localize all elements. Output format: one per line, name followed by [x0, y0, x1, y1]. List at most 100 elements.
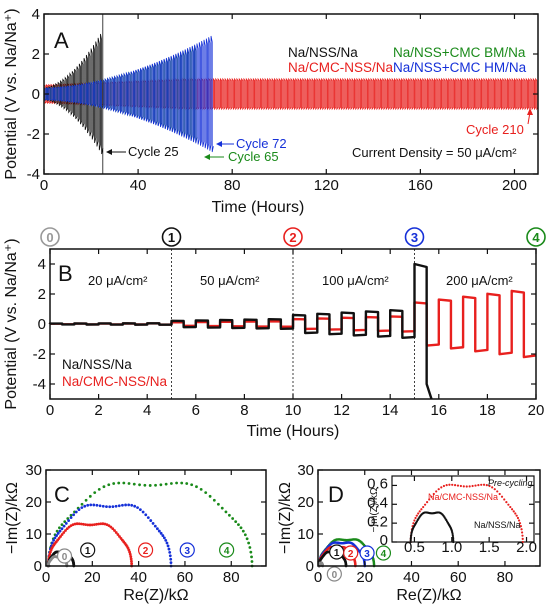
- panel-c-frame: [45, 469, 267, 567]
- trace-inset-na-cmc-nss-na-point: [471, 484, 474, 488]
- trace-c-4-point: [97, 487, 101, 491]
- trace-c-3-point: [62, 524, 66, 528]
- trace-c-4-point: [112, 482, 116, 485]
- panel-b-ylabel: Potential (V vs. Na/Na⁺): [3, 238, 20, 409]
- trace-inset-na-cmc-nss-na-point: [453, 484, 457, 487]
- state-marker-3: [179, 542, 195, 558]
- trace-c-3-point: [89, 503, 93, 507]
- state-marker-3: [404, 227, 425, 247]
- trace-c-3-point: [149, 519, 153, 522]
- trace-inset-na-cmc-nss-na-point: [505, 501, 508, 504]
- trace-inset-na-nss-na-point: [451, 534, 454, 537]
- trace-c-2-point: [129, 555, 133, 558]
- trace-c-3-point: [92, 503, 96, 507]
- trace-c-3-point: [64, 522, 68, 525]
- legend-b-na-nss: Na/NSS/Na: [62, 357, 132, 372]
- trace-inset-na-cmc-nss-na-point: [437, 488, 440, 491]
- inset-traces: [409, 483, 524, 544]
- trace-c-2-point: [116, 533, 120, 536]
- trace-inset-na-cmc-nss-na-point: [428, 498, 431, 501]
- trace-c-3-point: [165, 541, 169, 545]
- trace-c-4-point: [231, 517, 235, 520]
- trace-c-3-point: [153, 524, 157, 528]
- trace-inset-na-cmc-nss-na-point: [480, 483, 483, 486]
- inset-ytick-label: 0.6: [367, 476, 388, 493]
- trace-inset-na-cmc-nss-na-point: [412, 522, 415, 525]
- annotation-current-density: Current Density = 50 μA/cm²: [352, 145, 517, 160]
- trace-c-2-point: [128, 550, 132, 554]
- trace-inset-na-cmc-nss-na-point: [426, 501, 429, 504]
- svg-text:Cycle 25: Cycle 25: [128, 144, 179, 159]
- panel-c: 0 1 2 3 4 0 20 40 60 80 0 10 20 30 C Re(Z)/kΩ −Im(Z)…: [4, 462, 267, 604]
- panel-b-xtick-label: 14: [382, 402, 399, 419]
- trace-c-3-point: [52, 538, 56, 542]
- panel-b-xtick-label: 12: [333, 402, 350, 419]
- panel-b-xtick-label: 16: [430, 402, 447, 419]
- trace-inset-na-cmc-nss-na-point: [420, 508, 423, 511]
- trace-c-3-point: [169, 557, 173, 561]
- trace-c-3-point: [121, 503, 124, 507]
- state-marker-0: [326, 566, 342, 582]
- inset-legend-cmc: Na/CMC-NSS/Na: [428, 492, 498, 502]
- panel-b-xtick-label: 18: [479, 402, 496, 419]
- trace-inset-na-cmc-nss-na-point: [520, 528, 523, 531]
- inset-xtick-label: 1.0: [441, 539, 462, 556]
- panel-a-xtick-label: 120: [314, 177, 339, 194]
- trace-c-4-point: [122, 481, 126, 485]
- panel-a-ytick-label: -2: [27, 126, 40, 143]
- state-marker-label-3: 3: [184, 546, 190, 557]
- trace-inset-na-cmc-nss-na-point: [442, 484, 446, 488]
- trace-inset-na-nss-na-point: [409, 539, 412, 542]
- trace-inset-na-cmc-nss-na-point: [488, 484, 491, 488]
- state-marker-1: [161, 227, 182, 247]
- trace-inset-na-cmc-nss-na-point: [462, 485, 465, 488]
- trace-c-2-point: [77, 522, 81, 526]
- trace-inset-na-cmc-nss-na-point: [418, 510, 421, 513]
- trace-inset-na-cmc-nss-na-point: [440, 486, 443, 489]
- trace-inset-na-cmc-nss-na-point: [507, 503, 510, 506]
- panel-a-ticks: 0 40 80 120 160 200 -4 -2 0 2 4: [27, 6, 538, 194]
- trace-c-2-point: [95, 522, 98, 526]
- panel-b-ytick-label: 4: [38, 256, 46, 273]
- trace-c-4-point: [234, 520, 238, 524]
- trace-c-2-point: [59, 535, 62, 538]
- trace-c-2-point: [118, 535, 121, 538]
- trace-inset-na-cmc-nss-na-point: [521, 537, 524, 540]
- inset-xtick-label: 1.5: [479, 539, 500, 556]
- trace-inset-na-cmc-nss-na-point: [521, 534, 524, 537]
- trace-c-4-point: [208, 494, 212, 498]
- trace-c-3-point: [53, 536, 57, 540]
- trace-c-4-point: [239, 526, 243, 530]
- trace-inset-na-cmc-nss-na-point: [512, 510, 515, 513]
- annotation-cycle-210: Cycle 210: [466, 108, 533, 137]
- trace-c-4-point: [154, 483, 157, 487]
- trace-c-4-point: [169, 482, 173, 485]
- trace-c-3-point: [127, 503, 131, 507]
- trace-c-3-point: [83, 504, 87, 508]
- state-marker-2: [137, 542, 154, 558]
- panel-c-ylabel: −Im(Z)/kΩ: [4, 482, 21, 554]
- state-marker-label-0: 0: [46, 230, 53, 245]
- trace-inset-na-cmc-nss-na-point: [520, 531, 524, 534]
- trace-c-2-point: [130, 559, 133, 563]
- trace-c-2-point: [84, 523, 88, 527]
- trace-c-3-point: [167, 547, 171, 551]
- panel-b-ytick-label: -2: [33, 346, 46, 363]
- trace-c-4-point: [250, 560, 254, 563]
- trace-inset-na-cmc-nss-na-point: [423, 503, 427, 506]
- trace-c-3-point: [146, 516, 150, 520]
- trace-c-3-point: [169, 561, 173, 565]
- trace-b-na-nss-na: [48, 262, 433, 400]
- trace-inset-na-cmc-nss-na-point: [500, 495, 504, 498]
- panel-d-xlabel: Re(Z)/kΩ: [396, 587, 461, 604]
- state-marker-label-1: 1: [168, 230, 175, 245]
- panel-c-xtick-label: 20: [84, 569, 101, 586]
- trace-c-2-point: [60, 533, 64, 536]
- panel-b-markers: 0 1 2 3 4: [40, 227, 546, 247]
- trace-inset-na-cmc-nss-na-point: [517, 519, 521, 522]
- trace-c-2-point: [99, 522, 103, 526]
- state-marker-0: [56, 548, 73, 564]
- state-marker-label-4: 4: [224, 546, 230, 557]
- trace-inset-na-cmc-nss-na-point: [451, 483, 454, 486]
- trace-c-3-point: [95, 503, 99, 507]
